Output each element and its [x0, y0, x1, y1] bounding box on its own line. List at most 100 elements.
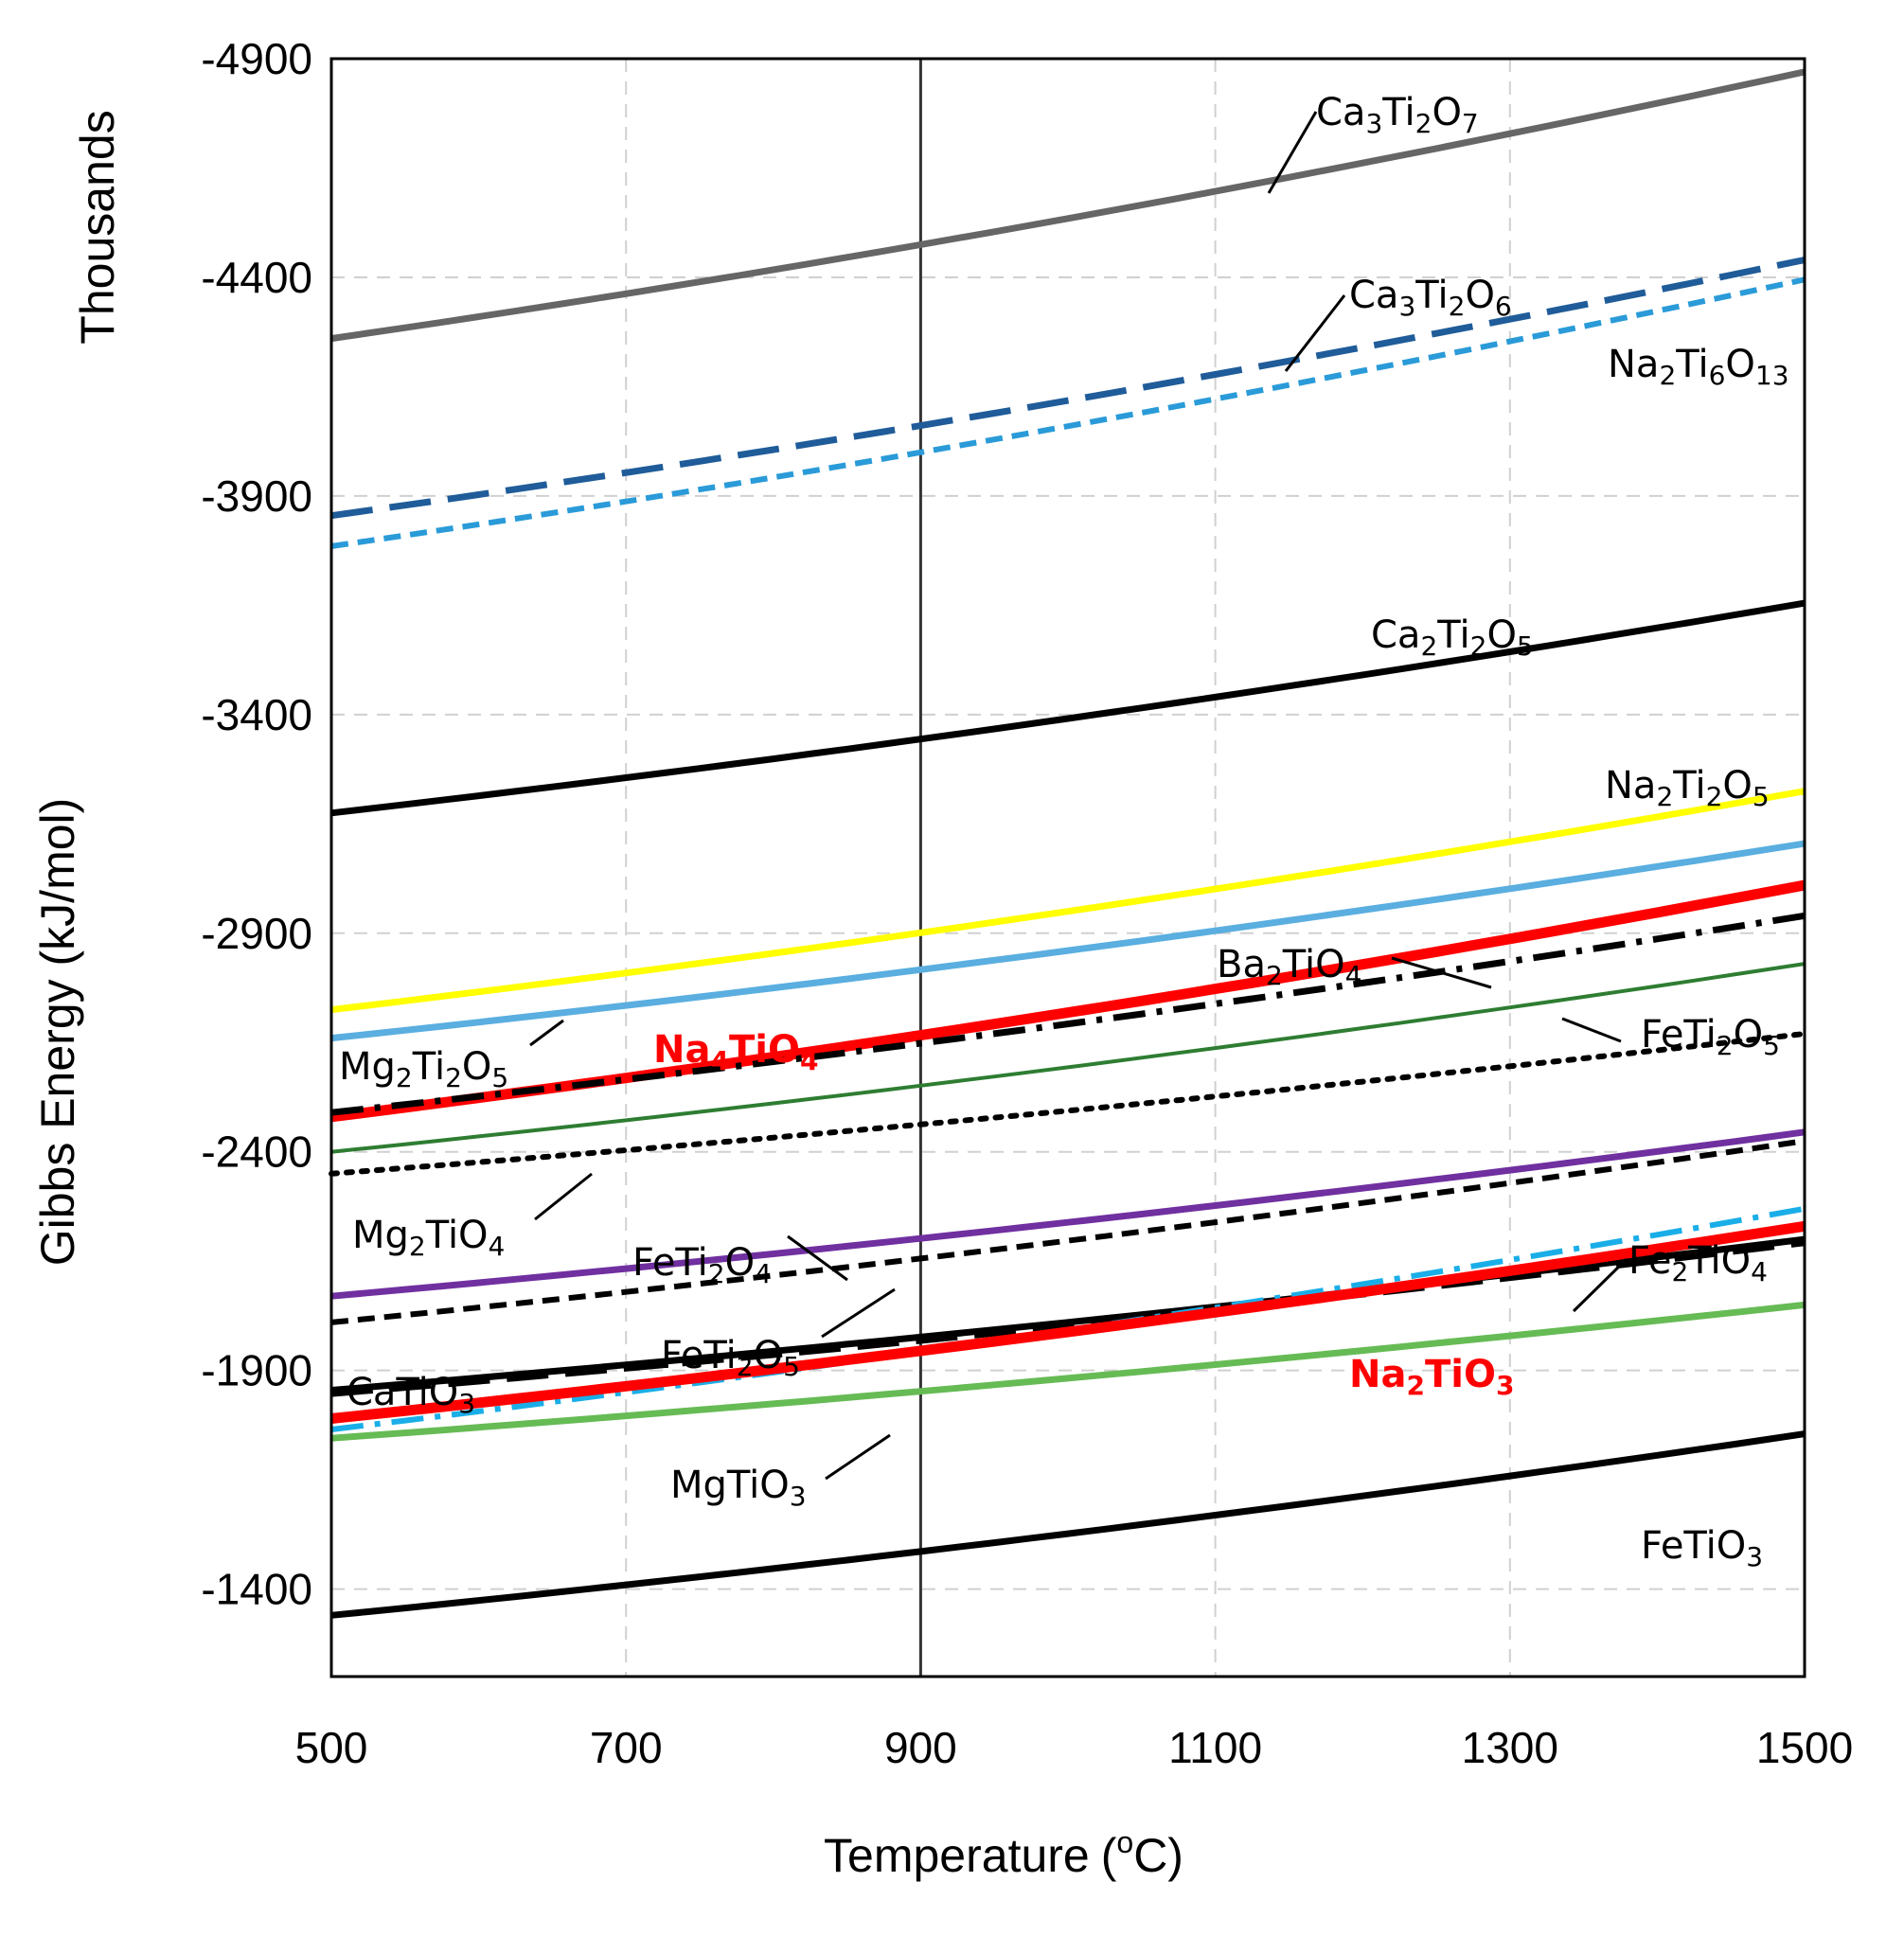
series-line-catio3-dashed — [330, 1241, 1806, 1397]
series-line-feti2o5 — [330, 962, 1806, 1154]
series-label-part: Fe — [1628, 1239, 1671, 1283]
series-label-ca2ti2o5: Ca2Ti2O5 — [1371, 613, 1534, 662]
x-tick-label-700: 700 — [590, 1723, 663, 1772]
series-label-part: 3 — [458, 1388, 475, 1419]
leader-line — [1267, 111, 1318, 194]
y-tick-label-neg3900: -3900 — [201, 471, 312, 521]
series-label-part: CaTiO — [347, 1371, 458, 1414]
y-axis-title: Gibbs Energy (kJ/mol) — [31, 798, 84, 1267]
x-tick-label-900: 900 — [884, 1723, 957, 1772]
series-label-part: 5 — [491, 1062, 508, 1093]
series-line-feti2o5-dashed — [330, 1138, 1806, 1325]
leader-line — [1561, 1017, 1622, 1043]
series-label-part: Na — [1349, 1353, 1406, 1396]
series-label-feti2o5-dashed: FeTi2O5 — [661, 1334, 800, 1382]
series-label-part: O — [1486, 613, 1516, 657]
series-label-part: O — [462, 1045, 491, 1089]
y-tick-label-neg1900: -1900 — [201, 1346, 312, 1395]
series-label-part: 4 — [1345, 960, 1362, 991]
series-label-part: 3 — [1398, 291, 1415, 322]
x-tick-label-1300: 1300 — [1462, 1723, 1558, 1772]
series-label-part: O — [1722, 764, 1752, 808]
series-label-fe2tio4: Fe2TiO4 — [1628, 1239, 1768, 1287]
x-axis-unit-open: ( — [1101, 1829, 1117, 1882]
series-label-part: TiO — [1282, 943, 1345, 986]
series-line-feti2o4 — [330, 1128, 1806, 1300]
leader-line — [1391, 956, 1492, 989]
series-label-part: TiO — [1687, 1239, 1751, 1283]
x-axis-unit-close: ) — [1167, 1829, 1183, 1882]
series-label-ba2tio4: Ba2TiO4 — [1217, 943, 1361, 991]
leader-line — [825, 1433, 891, 1481]
series-line-fetio3 — [330, 1430, 1806, 1619]
series-line-ca3ti2o6 — [330, 257, 1806, 520]
series-label-mg2tio4: Mg2TiO4 — [352, 1214, 505, 1262]
series-label-part: O — [725, 1241, 755, 1285]
series-label-part: 2 — [445, 1062, 462, 1093]
series-label-part: Ca — [1349, 274, 1398, 317]
series-labels: Ca3Ti2O7Ca3Ti2O6Na2Ti6O13Ca2Ti2O5Na2Ti2O… — [339, 91, 1789, 1572]
leader-line — [534, 1172, 593, 1221]
series-label-part: 3 — [790, 1481, 807, 1512]
y-tick-label-neg2400: -2400 — [201, 1127, 312, 1177]
series-label-part: O — [1465, 274, 1494, 317]
series-label-feti2o5: FeTi2O5 — [1641, 1013, 1780, 1061]
series-label-part: O — [1734, 1013, 1763, 1056]
series-lines — [329, 68, 1807, 1619]
leader-line — [1284, 294, 1346, 372]
series-label-part: O — [1725, 343, 1754, 386]
y-axis-units-title: Thousands — [71, 110, 124, 344]
series-label-part: Ti — [1436, 613, 1469, 657]
series-label-part: Mg — [339, 1045, 396, 1089]
y-tick-label-neg4900: -4900 — [201, 34, 312, 83]
series-label-part: 4 — [800, 1045, 818, 1076]
series-label-part: 2 — [708, 1258, 725, 1289]
series-line-ca2ti2o5 — [330, 599, 1806, 817]
series-label-part: 5 — [1753, 781, 1770, 812]
series-label-part: TiO — [729, 1028, 800, 1072]
series-label-part: 3 — [1746, 1541, 1763, 1572]
series-label-part: FeTi — [1641, 1013, 1717, 1056]
series-line-mg2ti2o5 — [330, 840, 1806, 1042]
series-label-na2ti2o5: Na2Ti2O5 — [1605, 764, 1770, 812]
series-label-part: 2 — [409, 1231, 426, 1262]
series-label-part: O — [754, 1334, 783, 1377]
label-leader-lines — [529, 111, 1628, 1481]
series-label-part: 2 — [1659, 360, 1676, 391]
series-label-part: Ca — [1371, 613, 1420, 657]
series-label-part: 2 — [1470, 630, 1487, 662]
series-line-mgtio3 — [330, 1301, 1806, 1442]
series-label-part: 2 — [1656, 781, 1673, 812]
series-label-feti2o4: FeTi2O4 — [632, 1241, 772, 1289]
series-label-part: 13 — [1755, 360, 1789, 391]
series-line-ca3ti2o7 — [330, 68, 1806, 343]
series-line-na2ti2o5 — [330, 788, 1806, 1014]
series-label-part: 7 — [1462, 108, 1479, 139]
series-label-part: Na — [1608, 343, 1659, 386]
series-label-ca3ti2o6: Ca3Ti2O6 — [1349, 274, 1512, 322]
series-label-part: Ca — [1316, 91, 1365, 134]
x-tick-label-1500: 1500 — [1756, 1723, 1853, 1772]
tick-labels: 500 700 900 1100 1300 1500 -4900 -4400 -3900 -340… — [201, 34, 1853, 1772]
series-label-part: 4 — [489, 1231, 506, 1262]
leader-line — [787, 1234, 848, 1282]
series-label-part: 5 — [1517, 630, 1534, 662]
series-label-part: Na — [1605, 764, 1656, 808]
series-label-part: 6 — [1709, 360, 1726, 391]
series-label-part: 2 — [1717, 1030, 1734, 1061]
series-label-part: 5 — [1763, 1030, 1780, 1061]
series-label-part: O — [1432, 91, 1461, 134]
x-tick-label-1100: 1100 — [1168, 1723, 1262, 1772]
y-tick-label-neg3400: -3400 — [201, 690, 312, 739]
series-label-part: 3 — [1496, 1370, 1514, 1401]
series-line-mg2tio4 — [329, 1031, 1807, 1177]
leader-line — [1572, 1257, 1628, 1313]
series-line-ba2tio4 — [330, 912, 1806, 1116]
series-label-catio3: CaTiO3 — [347, 1371, 475, 1419]
series-label-part: 2 — [1406, 1370, 1424, 1401]
series-label-part: Ba — [1217, 943, 1266, 986]
series-label-part: 2 — [737, 1351, 754, 1382]
series-label-part: Ti — [1381, 91, 1415, 134]
series-label-part: 5 — [783, 1351, 800, 1382]
series-label-part: Ti — [1415, 274, 1448, 317]
